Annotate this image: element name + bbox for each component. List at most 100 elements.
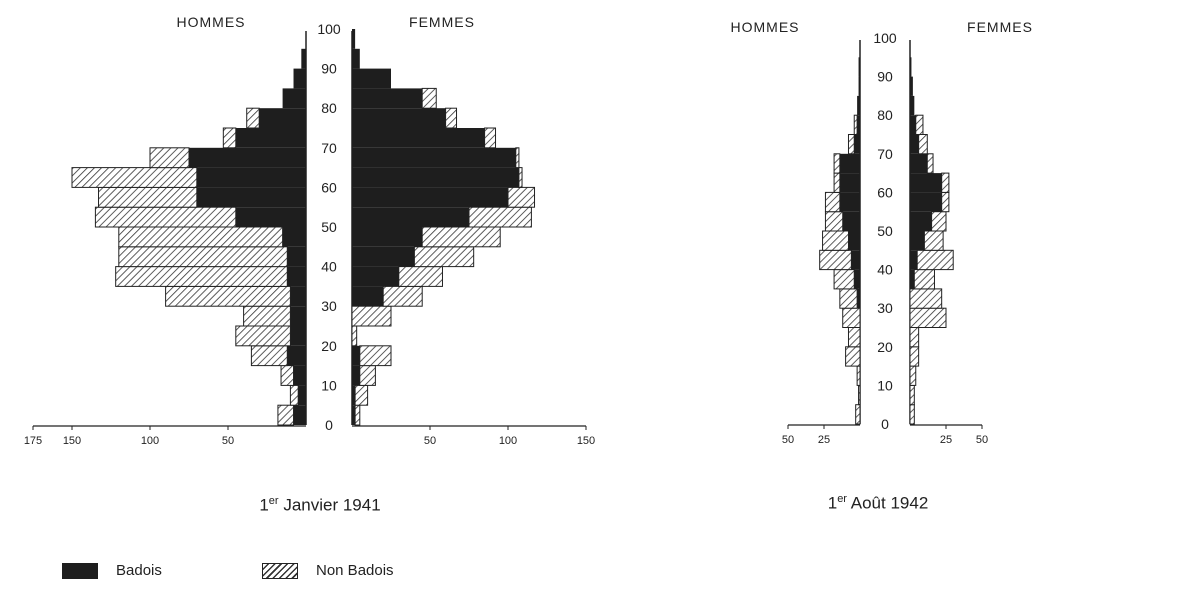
age-tick-label: 30 [877,300,893,316]
bar-femmes-non-badois-age-55 [941,191,950,213]
bar-femmes-non-badois-age-10 [359,365,376,386]
bar-femmes-badois-age-45 [352,227,423,247]
bar-femmes-non-badois-age-30 [382,285,423,307]
pyramid-1941: 0 10 20 30 40 50 60 70 80 90 100 175 150 100 50 50 100 15… [24,14,595,447]
bar-femmes-badois-age-80 [910,95,915,116]
bar-hommes-non-badois-age-30 [839,288,858,309]
label-hommes: HOMMES [731,19,800,35]
bar-hommes-non-badois-age-60 [833,172,841,193]
bar-femmes-non-badois-age-45 [421,226,501,248]
bar-femmes-non-badois-age-40 [413,246,475,268]
age-tick-label: 100 [317,21,341,37]
x-tick-label-femmes: 50 [424,435,436,447]
bar-hommes-badois-age-75 [857,115,860,135]
bar-hommes-badois-age-45 [282,227,306,247]
x-tick-label-femmes: 25 [940,434,952,446]
bar-femmes-badois-age-40 [352,246,415,267]
age-tick-label: 10 [321,377,337,393]
bar-hommes-badois-age-10 [293,365,306,386]
x-tick-label-hommes: 175 [24,435,42,447]
age-tick-label: 60 [321,179,337,195]
bar-femmes-non-badois-age-15 [359,345,392,367]
age-tick-label: 70 [877,146,893,162]
bar-hommes-badois-age-60 [839,173,860,193]
bar-hommes-badois-age-80 [282,88,306,109]
bar-hommes-badois-age-15 [287,345,306,366]
bar-hommes-badois-age-40 [287,246,306,267]
bar-femmes-non-badois-age-75 [445,107,458,129]
bar-femmes-non-badois-age-50 [468,206,532,228]
bar-hommes-badois-age-85 [858,76,860,96]
chart-title-1942: 1er Août 1942 [827,493,929,513]
bar-femmes-badois-age-55 [910,192,942,212]
age-tick-label: 10 [877,377,893,393]
bar-femmes-badois-age-60 [910,173,942,193]
bar-femmes-non-badois-age-35 [398,266,443,287]
bar-hommes-badois-age-70 [235,128,306,148]
bar-femmes-non-badois-age-10 [909,365,917,386]
bar-hommes-non-badois-age-55 [824,191,841,213]
bar-hommes-non-badois-age-75 [246,107,260,129]
age-tick-label: 0 [881,416,889,432]
bar-hommes-non-badois-age-40 [819,249,852,271]
bar-hommes-non-badois-age-0 [855,404,861,425]
bar-femmes-badois-age-90 [352,48,360,69]
legend-swatch-badois [62,562,98,579]
legend-label-badois: Badois [116,562,162,579]
bar-femmes-non-badois-age-0 [909,404,915,425]
bar-femmes-badois-age-55 [352,187,508,208]
bar-femmes-non-badois-age-65 [515,147,520,169]
legend-swatch-non-badois [262,562,298,579]
bar-femmes-badois-age-85 [910,76,913,96]
bar-hommes-badois-age-20 [290,326,306,346]
bar-hommes-non-badois-age-15 [845,346,861,367]
bar-hommes-badois-age-85 [293,68,306,89]
bar-femmes-non-badois-age-20 [351,325,358,347]
bar-hommes-non-badois-age-20 [847,327,861,348]
bar-hommes-non-badois-age-45 [118,226,284,248]
label-femmes: FEMMES [409,14,475,30]
bar-hommes-badois-age-40 [851,250,860,270]
bar-hommes-non-badois-age-25 [243,305,291,327]
x-tick-label-femmes: 50 [976,434,988,446]
bar-femmes-badois-age-90 [910,57,912,77]
bar-femmes-badois-age-75 [910,115,916,135]
bar-hommes-badois-age-60 [196,167,306,188]
bar-femmes-non-badois-age-55 [507,186,536,208]
age-tick-label: 40 [321,259,337,275]
bar-femmes-non-badois-age-60 [941,172,950,193]
x-tick-label-femmes: 100 [499,435,517,447]
bar-hommes-badois-age-75 [259,108,306,128]
bar-femmes-badois-age-75 [352,108,446,128]
legend-non-badois: Non Badois [262,562,394,579]
bar-hommes-badois-age-70 [854,134,860,154]
bar-hommes-badois-age-35 [287,266,306,287]
bar-hommes-badois-age-25 [290,306,306,326]
label-hommes: HOMMES [177,14,246,30]
bar-hommes-non-badois-age-45 [822,230,849,251]
bar-hommes-non-badois-age-10 [856,365,861,386]
bar-femmes-non-badois-age-5 [354,384,369,406]
age-tick-label: 60 [877,184,893,200]
pyramid-1942: 0 10 20 30 40 50 60 70 80 90 100 50 25 25 50 HOMMES FEMM… [731,19,1032,446]
bar-hommes-badois-age-50 [235,207,306,227]
bar-femmes-non-badois-age-0 [354,404,361,426]
bar-hommes-non-badois-age-5 [289,384,299,406]
bar-femmes-non-badois-age-25 [909,307,947,329]
bar-femmes-badois-age-0 [352,405,356,425]
bar-femmes-non-badois-age-70 [484,127,497,149]
x-tick-label-hommes: 150 [63,435,81,447]
age-tick-label: 50 [321,219,337,235]
bar-femmes-badois-age-70 [910,134,919,154]
bar-hommes-badois-age-30 [857,288,860,309]
x-tick-label-hommes: 50 [222,435,234,447]
x-tick-label-hommes: 50 [782,434,794,446]
bar-hommes-non-badois-age-55 [98,186,198,208]
bar-hommes-badois-age-55 [839,192,860,212]
bar-femmes-badois-age-85 [352,68,391,89]
bar-femmes-badois-age-60 [352,167,519,188]
bar-femmes-non-badois-age-20 [909,327,920,348]
bar-hommes-non-badois-age-40 [118,246,288,268]
bar-hommes-badois-age-65 [839,153,860,174]
